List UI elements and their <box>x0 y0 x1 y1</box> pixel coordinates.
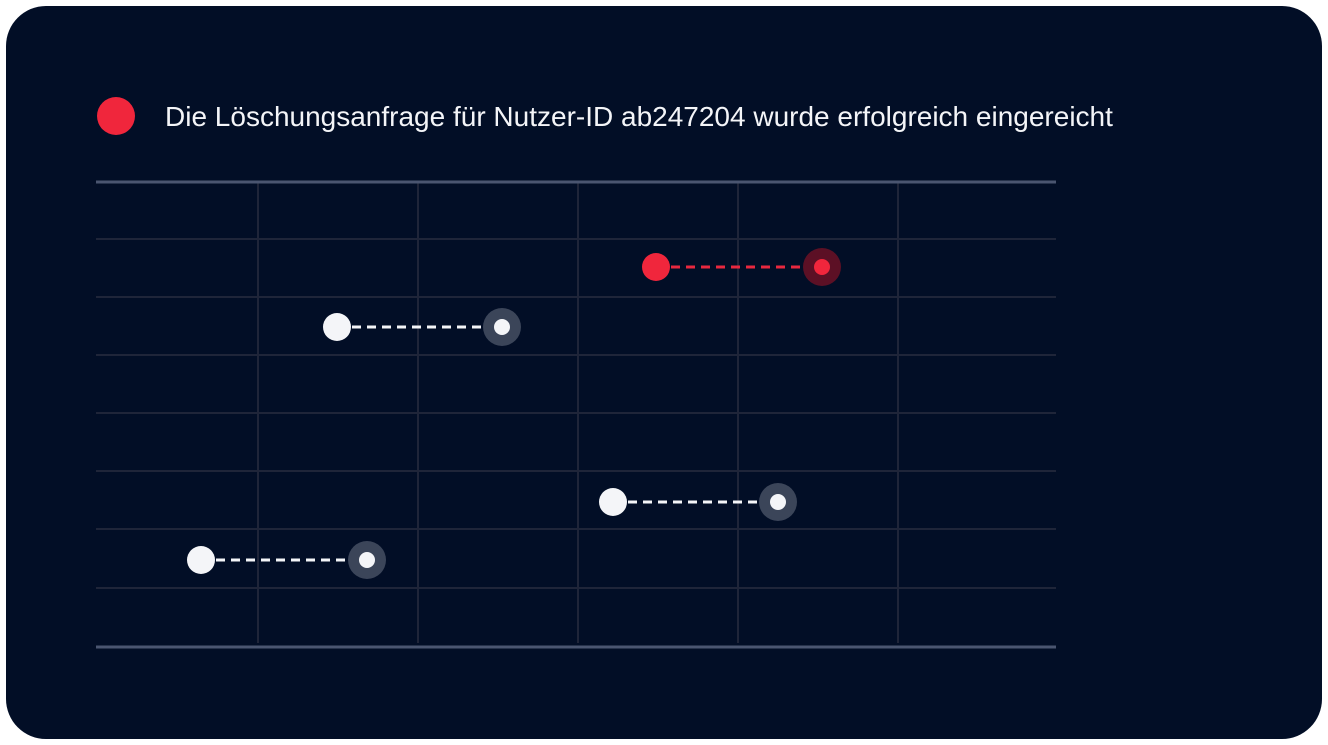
end-node <box>770 494 786 510</box>
connector-red <box>642 248 841 286</box>
start-node <box>187 546 215 574</box>
start-node <box>323 313 351 341</box>
start-node <box>599 488 627 516</box>
end-node <box>359 552 375 568</box>
grid <box>96 182 1056 643</box>
status-message: Die Löschungsanfrage für Nutzer-ID ab247… <box>165 101 1113 132</box>
end-node <box>494 319 510 335</box>
end-node <box>814 259 830 275</box>
start-node <box>642 253 670 281</box>
status-dot <box>97 97 135 135</box>
connector <box>323 308 521 346</box>
connector <box>599 483 797 521</box>
card <box>6 6 1322 739</box>
connector <box>187 541 386 579</box>
